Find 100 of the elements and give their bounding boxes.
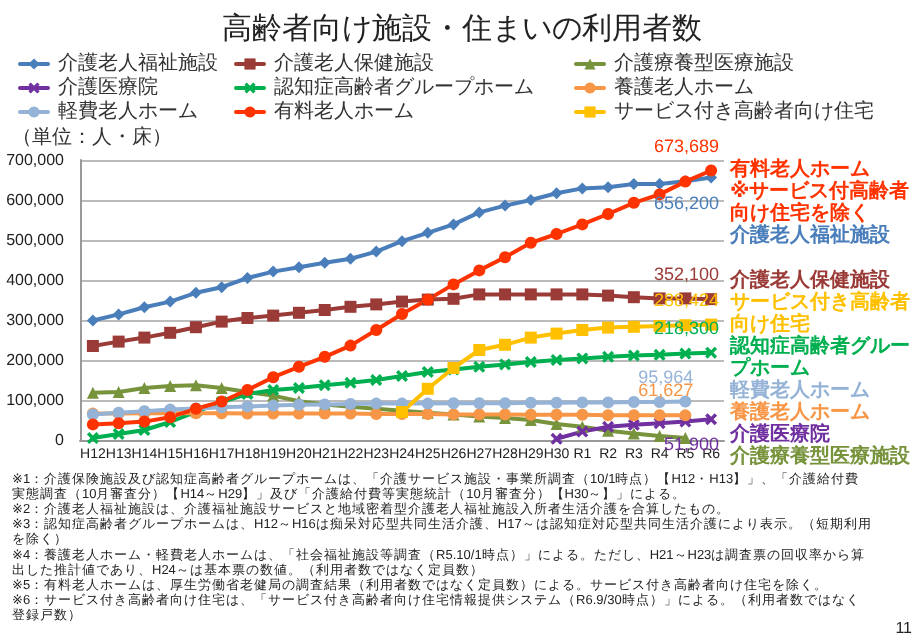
point <box>627 396 640 408</box>
point <box>292 360 305 373</box>
point <box>499 358 512 371</box>
point <box>524 194 537 206</box>
text: 11 <box>895 619 914 637</box>
point <box>550 228 563 240</box>
point <box>241 400 254 413</box>
point <box>86 314 99 327</box>
point <box>421 382 434 395</box>
point <box>602 350 615 363</box>
annotation: 認知症高齢者グループホーム <box>728 334 910 380</box>
point <box>499 251 512 264</box>
y-tick-label: 100,000 <box>6 391 66 409</box>
point <box>318 379 331 392</box>
point <box>370 374 383 386</box>
point <box>344 376 357 389</box>
point <box>164 380 177 392</box>
point <box>653 409 666 422</box>
point <box>653 348 666 361</box>
point <box>112 335 125 348</box>
point <box>292 382 305 394</box>
point <box>241 272 254 284</box>
point <box>267 309 280 322</box>
point <box>370 397 383 410</box>
annotation: 介護療養型医療施設 <box>728 444 912 468</box>
y-tick-label: 300,000 <box>6 311 66 329</box>
point <box>189 286 202 299</box>
legend-label: 介護老人福祉施設 <box>58 51 218 75</box>
point <box>576 288 589 301</box>
point <box>215 315 228 328</box>
annotation: ※サービス付高齢者向け住宅を除く <box>730 178 910 225</box>
annotation: 介護老人保健施設 <box>728 268 892 292</box>
point <box>447 218 460 231</box>
point <box>576 396 589 409</box>
point <box>602 321 615 334</box>
y-tick-label: 200,000 <box>6 351 66 369</box>
point <box>138 331 151 344</box>
y-tick-label: 400,000 <box>6 271 66 289</box>
point <box>524 236 537 249</box>
point <box>524 288 537 301</box>
point <box>627 320 640 333</box>
legend-label: サービス付き高齢者向け住宅 <box>614 99 874 123</box>
point <box>499 397 512 410</box>
legend-label: 軽費老人ホーム <box>58 99 198 123</box>
point <box>267 371 280 384</box>
point <box>602 208 615 220</box>
point <box>344 339 357 352</box>
point <box>421 366 434 378</box>
point <box>499 199 512 212</box>
y-tick-label: 500,000 <box>6 231 66 249</box>
point <box>447 278 460 291</box>
annotation: 軽費老人ホーム <box>728 378 870 402</box>
point <box>550 396 563 409</box>
point <box>370 408 383 420</box>
point <box>473 397 486 410</box>
point <box>86 386 99 399</box>
point <box>189 321 202 334</box>
point <box>164 326 177 339</box>
point <box>421 397 434 410</box>
point <box>473 344 486 356</box>
point <box>344 252 357 265</box>
point <box>292 306 305 319</box>
point <box>602 409 615 422</box>
point <box>473 360 486 373</box>
point <box>267 384 280 396</box>
annotation: 有料老人ホーム <box>728 156 870 181</box>
y-tick-label: 0 <box>55 431 66 449</box>
point <box>550 288 563 301</box>
point <box>705 164 718 177</box>
annotation: サービス付き高齢者向け住宅 <box>730 290 910 336</box>
point <box>370 245 383 258</box>
point <box>396 370 408 382</box>
point <box>86 418 99 431</box>
point <box>576 352 589 365</box>
annotation: 介護老人福祉施設 <box>728 222 892 247</box>
point <box>627 409 640 422</box>
point <box>499 288 512 301</box>
point <box>112 386 125 398</box>
point <box>241 312 254 324</box>
legend-label: 認知症高齢者グループホーム <box>274 75 534 99</box>
point <box>627 418 640 431</box>
point <box>318 350 331 363</box>
point <box>627 196 640 209</box>
point <box>215 281 228 294</box>
point <box>370 298 383 311</box>
point <box>499 338 512 351</box>
point <box>679 409 692 422</box>
point <box>189 379 202 392</box>
legend-label: 介護医療院 <box>58 75 158 99</box>
data-label: 352,100 <box>654 264 720 285</box>
point <box>524 408 537 421</box>
point <box>267 265 280 278</box>
point <box>576 218 589 231</box>
point <box>396 235 408 248</box>
point <box>705 346 718 359</box>
y-axis-title: （単位：人・床） <box>12 125 172 149</box>
point <box>292 261 305 274</box>
point <box>447 292 460 305</box>
point <box>138 301 151 314</box>
point <box>86 340 99 352</box>
